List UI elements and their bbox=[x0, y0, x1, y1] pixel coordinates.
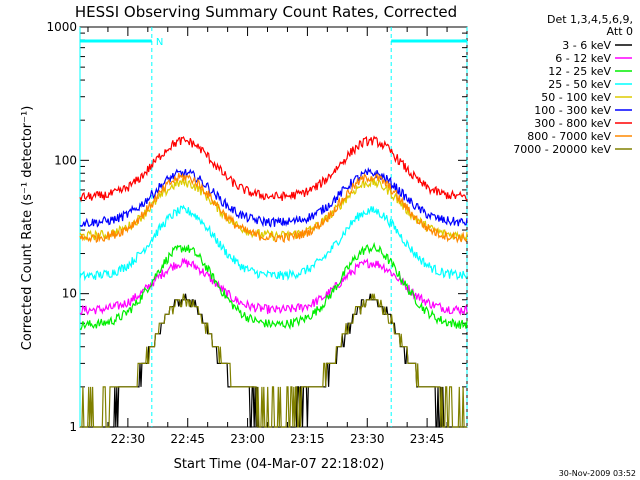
x-tick-label: 23:30 bbox=[350, 432, 385, 446]
y-tick-label: 10 bbox=[62, 287, 77, 301]
x-tick-label: 23:15 bbox=[290, 432, 325, 446]
legend-header: Det 1,3,4,5,6,9, bbox=[547, 13, 633, 26]
timestamp: 30-Nov-2009 03:52 bbox=[559, 469, 636, 478]
series-line bbox=[79, 204, 468, 282]
legend-label: 800 - 7000 keV bbox=[527, 130, 611, 143]
legend-label: 7000 - 20000 keV bbox=[513, 143, 611, 156]
y-tick-label: 1 bbox=[69, 420, 77, 434]
series-line bbox=[79, 167, 468, 228]
series-line bbox=[80, 293, 467, 428]
legend-label: 3 - 6 keV bbox=[562, 39, 611, 52]
legend-label: 6 - 12 keV bbox=[555, 52, 611, 65]
series-line bbox=[79, 172, 468, 244]
series-line bbox=[79, 241, 468, 331]
legend-label: 50 - 100 keV bbox=[541, 91, 611, 104]
x-axis-label: Start Time (04-Mar-07 22:18:02) bbox=[174, 457, 385, 472]
legend-header: Att 0 bbox=[607, 25, 633, 38]
x-tick-label: 22:45 bbox=[170, 432, 205, 446]
legend-label: 100 - 300 keV bbox=[534, 104, 611, 117]
legend-label: 12 - 25 keV bbox=[548, 65, 611, 78]
flag-label: N bbox=[156, 37, 163, 48]
legend-label: 25 - 50 keV bbox=[548, 78, 611, 91]
legend-label: 300 - 800 keV bbox=[534, 117, 611, 130]
series-line bbox=[79, 135, 468, 203]
plot-area: 1 10 100 1000 22:30 22:45 23:00 23:15 23:30 23:45… bbox=[46, 20, 468, 446]
x-tick-label: 23:45 bbox=[410, 432, 445, 446]
y-tick-label: 1000 bbox=[46, 20, 77, 34]
y-tick-label: 100 bbox=[54, 153, 77, 167]
series-line bbox=[79, 257, 468, 316]
x-tick-label: 22:30 bbox=[111, 432, 146, 446]
x-tick-label: 23:00 bbox=[230, 432, 265, 446]
chart-title: HESSI Observing Summary Count Rates, Cor… bbox=[75, 3, 457, 21]
y-axis-label: Corrected Count Rate (s⁻¹ detector⁻¹) bbox=[20, 106, 35, 351]
